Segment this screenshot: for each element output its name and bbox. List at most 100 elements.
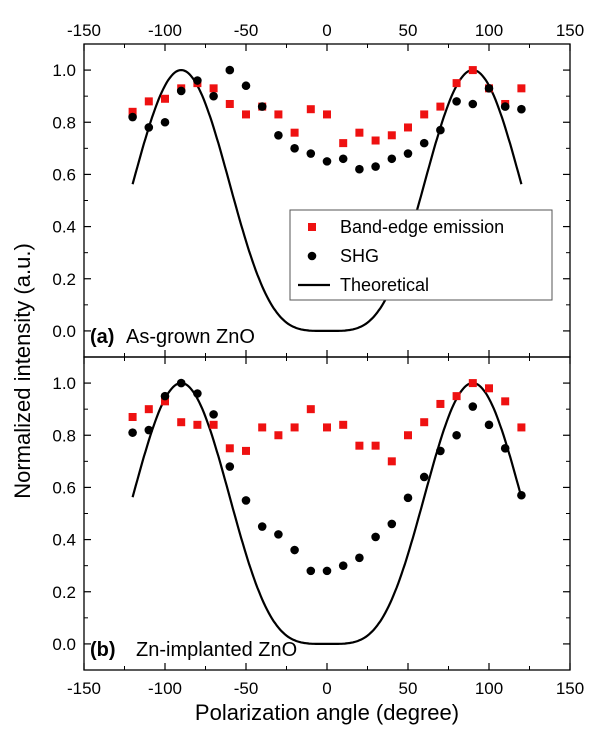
band-edge-point [420,110,429,119]
band-edge-point [517,423,526,432]
shg-point [193,76,202,85]
shg-point [484,84,494,93]
band-edge-point [225,99,234,108]
x-tick-label: -50 [234,21,259,40]
shg-point [403,149,413,158]
plot-frame [83,43,571,358]
x-tick-label: 100 [475,679,503,698]
x-tick-label: 100 [475,21,503,40]
panel-a: 0.0 0.2 0.4 0.6 0.8 1.0 -150 -100 -50 0 50 100 150 (a… [52,21,584,358]
shg-point [306,566,316,576]
shg-point [500,443,510,453]
band-edge-point [177,418,186,427]
panel-letter: (b) [90,639,116,661]
shg-point [257,522,267,531]
shg-point [452,97,461,106]
shg-point [355,164,364,174]
band-edge-point [242,110,250,119]
shg-point [338,561,348,570]
shg-point [436,446,445,456]
band-edge-point [339,420,348,429]
band-edge-point [501,397,510,406]
band-edge-point [436,399,445,408]
shg-point [371,532,380,542]
band-edge-point [355,128,364,137]
x-tick-label: -100 [148,679,182,698]
x-tick-label: 150 [556,21,584,40]
band-edge-point [404,431,412,440]
y-axis-title: Normalized intensity (a.u.) [10,243,35,499]
band-edge-point [485,384,493,393]
band-edge-point [193,420,202,429]
band-edge-point [387,457,396,466]
x-tick-label: 150 [556,679,584,698]
panel-name: Zn-implanted ZnO [136,639,297,661]
y-tick-label: 1.0 [52,61,76,80]
band-edge-point [242,446,250,455]
legend-circle-marker [307,251,317,261]
shg-point [387,519,397,529]
band-edge-point [144,405,153,414]
band-edge-point [274,110,283,119]
band-edge-point [355,441,364,450]
band-edge-point [371,136,380,145]
x-tick-label: 0 [322,21,331,40]
band-edge-point [144,97,153,106]
shg-point [160,391,170,401]
shg-point [209,91,218,101]
x-tick-label: 50 [399,21,418,40]
legend-label: SHG [340,246,379,266]
panel-name: As-grown ZnO [126,326,255,348]
x-tick-label: -150 [67,679,101,698]
shg-point [257,102,267,111]
band-edge-point [436,102,445,111]
band-edge-point [420,418,429,427]
band-edge-point [468,379,477,388]
x-tick-label: -100 [148,21,182,40]
shg-point [403,493,413,503]
shg-point [225,462,235,471]
shg-point [338,154,348,164]
y-tick-label: 0.4 [52,531,76,550]
band-edge-point [274,431,283,440]
shg-point [209,410,218,419]
panel-b: 0.0 0.2 0.4 0.6 0.8 1.0 -150 -100 -50 0 50 100 150 (b… [52,356,584,698]
shg-point [371,162,380,171]
y-tick-label: 0.2 [52,270,76,289]
band-edge-point [306,105,315,114]
legend-label: Band-edge emission [340,217,504,237]
y-tick-label: 1.0 [52,374,76,393]
panel-letter: (a) [90,326,114,348]
shg-point [274,130,283,140]
band-edge-point [323,110,331,119]
band-edge-point [468,66,477,75]
shg-point [241,496,251,505]
shg-point [128,112,137,122]
legend-label: Theoretical [340,275,429,295]
band-edge-point [290,423,299,432]
band-edge-point [452,79,461,88]
y-tick-label: 0.0 [52,635,76,654]
band-edge-point [404,123,412,132]
band-edge-point [371,441,380,450]
y-tick-label: 0.0 [52,322,76,341]
shg-point [306,149,316,158]
band-edge-point [323,423,331,432]
y-tick-label: 0.6 [52,165,76,184]
shg-point [144,425,154,435]
shg-point [355,553,364,563]
shg-point [290,144,299,153]
shg-point [387,154,397,164]
x-tick-label: -150 [67,21,101,40]
shg-point [517,490,526,500]
y-tick-label: 0.8 [52,113,76,132]
band-edge-point [517,84,526,93]
shg-point [452,430,461,440]
plot-frame [83,356,571,671]
x-axis-title: Polarization angle (degree) [195,700,459,725]
band-edge-point [128,412,137,421]
legend-square-marker [308,223,316,231]
shg-point [484,420,494,430]
